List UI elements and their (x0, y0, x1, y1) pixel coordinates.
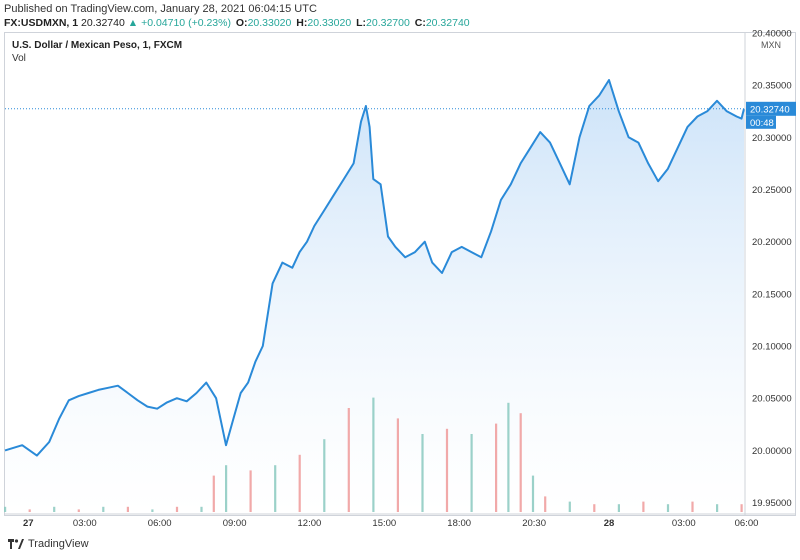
volume-bar (666, 504, 670, 512)
chart-legend-title: U.S. Dollar / Mexican Peso, 1, FXCM (12, 40, 183, 51)
y-tick-label: 19.95000 (752, 498, 792, 509)
close-value: 20.32740 (425, 17, 470, 29)
open-value: 20.33020 (247, 17, 292, 29)
volume-bar (445, 428, 449, 512)
close-label: C: (414, 17, 426, 29)
volume-bar (249, 470, 252, 512)
x-tick-label: 12:00 (298, 518, 322, 529)
low-value: 20.32700 (366, 17, 410, 29)
volume-legend: Vol (12, 53, 26, 64)
volume-bar (347, 408, 350, 512)
volume-bar (151, 509, 154, 512)
y-tick-label: 20.00000 (752, 446, 792, 457)
volume-bar (200, 506, 203, 512)
y-tick-label: 20.20000 (752, 237, 792, 248)
y-tick-label: 20.25000 (752, 185, 792, 196)
volume-bar (175, 506, 179, 512)
x-tick-label: 15:00 (372, 518, 396, 529)
volume-bar (212, 475, 215, 512)
volume-bar (323, 439, 326, 512)
volume-bar (507, 402, 510, 512)
x-tick-label: 27 (23, 518, 34, 529)
tradingview-logo[interactable]: TradingView (8, 538, 89, 550)
published-caption: Published on TradingView.com, January 28… (4, 3, 317, 15)
symbol-label: FX:USDMXN, 1 (4, 17, 79, 29)
high-label: H: (296, 17, 308, 29)
y-tick-label: 20.05000 (752, 394, 792, 405)
last-price-tag (746, 101, 796, 116)
y-tick-label: 20.35000 (752, 81, 792, 92)
x-tick-label: 09:00 (223, 518, 247, 529)
countdown-tag (746, 115, 776, 129)
y-tick-label: 20.10000 (752, 342, 792, 353)
y-tick-label: 20.40000 (752, 29, 792, 40)
volume-bar (544, 496, 547, 512)
volume-bar (740, 504, 743, 512)
x-tick-label: 03:00 (672, 518, 696, 529)
low-label: L: (356, 17, 367, 29)
y-tick-label: 20.30000 (752, 133, 792, 144)
tradingview-icon (8, 539, 24, 549)
x-tick-label: 06:00 (735, 518, 759, 529)
y-tick-label: 20.15000 (752, 289, 792, 300)
volume-bar (28, 509, 31, 512)
volume-bar (691, 501, 694, 512)
symbol-ohlc-bar: FX:USDMXN, 1 20.32740 ▲ +0.04710 (+0.23%… (4, 17, 470, 29)
countdown-tag-text: 00:48 (750, 118, 774, 129)
volume-bar (421, 434, 424, 512)
volume-bar (716, 504, 719, 512)
volume-bar (372, 397, 375, 512)
volume-bar (396, 418, 399, 512)
volume-bar (531, 475, 535, 512)
currency-label: MXN (761, 40, 781, 50)
volume-bar (298, 454, 301, 512)
volume-bar (77, 509, 80, 512)
volume-bar (617, 504, 620, 512)
open-label: O: (235, 17, 248, 29)
volume-bar (642, 501, 645, 512)
price-line (4, 79, 745, 457)
volume-bar (4, 506, 7, 512)
tradingview-brand: TradingView (28, 538, 89, 550)
up-arrow-icon: ▲ (127, 17, 139, 29)
volume-bar (568, 501, 571, 512)
volume-bar (495, 423, 498, 512)
x-tick-label: 28 (604, 518, 615, 529)
volume-bar (53, 506, 56, 512)
last-price-tag-text: 20.32740 (750, 104, 790, 115)
volume-bar (470, 434, 473, 512)
high-value: 20.33020 (307, 17, 352, 29)
volume-bar (126, 506, 129, 512)
chart-frame (4, 32, 796, 516)
volume-bar (593, 504, 596, 512)
x-tick-label: 18:00 (447, 518, 471, 529)
volume-bar (225, 465, 228, 512)
price-area-fill (5, 80, 744, 513)
last-price: 20.32740 (81, 17, 125, 29)
x-tick-label: 20:30 (522, 518, 546, 529)
volume-bar (102, 506, 105, 512)
x-tick-label: 03:00 (73, 518, 97, 529)
volume-bar (519, 413, 522, 512)
x-tick-label: 06:00 (148, 518, 172, 529)
price-change: +0.04710 (+0.23%) (141, 17, 231, 29)
volume-bar (274, 465, 277, 512)
